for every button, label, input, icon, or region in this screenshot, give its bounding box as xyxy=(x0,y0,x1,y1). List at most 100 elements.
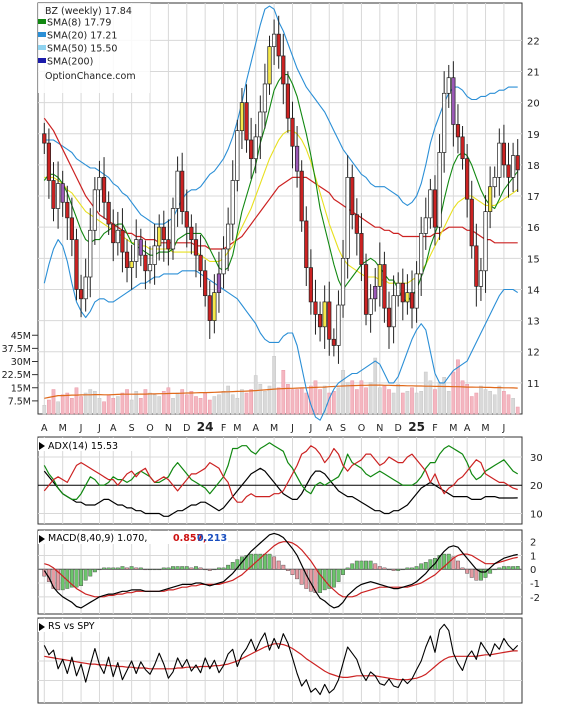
candle-body xyxy=(78,289,84,300)
macd-histogram-bar xyxy=(244,555,249,570)
candle-body xyxy=(382,264,387,309)
month-label: J xyxy=(502,423,506,434)
candle-body xyxy=(55,183,61,209)
volume-bar xyxy=(97,398,102,415)
candle-body xyxy=(336,304,341,346)
month-label: J xyxy=(290,423,294,434)
candle-body xyxy=(350,177,355,216)
legend-sma200: SMA(200) xyxy=(47,57,93,68)
macd-histogram-bar xyxy=(501,566,506,570)
macd-tick-label: 2 xyxy=(530,538,536,549)
candle-body xyxy=(175,170,180,209)
macd-histogram-bar xyxy=(359,560,364,570)
volume-bar xyxy=(129,399,134,415)
candle-body xyxy=(166,239,171,250)
macd-title: MACD(8,40,9) 1.070, xyxy=(48,533,147,544)
candle-body xyxy=(249,139,254,160)
volume-bar xyxy=(373,357,378,415)
volume-bar xyxy=(253,375,258,415)
volume-bar xyxy=(446,391,451,415)
price-axis-labels: 11 12 13 14 15 16 17 18 19 20 21 22 xyxy=(527,36,540,390)
volume-bar xyxy=(451,371,456,415)
candle-body xyxy=(478,270,484,287)
candle-body xyxy=(147,264,153,272)
macd-signal-line xyxy=(44,541,518,598)
candle-body xyxy=(69,217,74,240)
volume-bar xyxy=(391,392,396,415)
candle-body xyxy=(373,285,378,300)
candle-body xyxy=(322,301,327,328)
candle-body xyxy=(368,298,373,315)
volume-bar xyxy=(437,382,442,415)
volume-bar xyxy=(134,391,139,415)
month-label: M xyxy=(59,423,67,434)
candle-body xyxy=(134,239,139,262)
volume-bar xyxy=(419,391,424,415)
candle-body xyxy=(97,177,102,191)
price-tick-label: 17 xyxy=(527,192,540,203)
candle-body xyxy=(281,55,286,85)
candle-body xyxy=(501,142,507,166)
volume-bar xyxy=(143,389,148,415)
macd-histogram-bar xyxy=(290,569,295,575)
macd-histogram xyxy=(42,553,520,593)
volume-bar xyxy=(414,392,419,415)
candle-body xyxy=(294,145,300,172)
candle-body xyxy=(216,273,222,293)
macd-panel: -2 -1 0 1 2 MACD(8,40,9) 1.070, 0.857, 0.213 xyxy=(37,529,540,615)
macd-histogram-bar xyxy=(217,567,221,570)
month-label: D xyxy=(395,423,402,434)
volume-bar xyxy=(42,405,47,415)
volume-bar xyxy=(313,380,318,415)
volume-bar xyxy=(479,385,483,415)
candle-body xyxy=(184,211,189,228)
volume-bar xyxy=(106,394,111,415)
candle-body xyxy=(207,295,212,321)
candle-body xyxy=(272,33,277,47)
volume-bar xyxy=(465,384,470,415)
macd-histogram-bar xyxy=(391,569,396,571)
candle-body xyxy=(409,292,415,309)
volume-bar xyxy=(364,387,368,415)
candle-body xyxy=(419,233,424,275)
volume-bar xyxy=(359,380,364,415)
candle-body xyxy=(437,152,442,228)
macd-histogram-bar xyxy=(212,569,217,571)
candle-body xyxy=(363,264,369,315)
macd-histogram-bar xyxy=(129,566,134,570)
volume-bar xyxy=(474,392,479,415)
macd-histogram-bar xyxy=(152,569,157,571)
candle-body xyxy=(235,130,240,181)
macd-histogram-bar xyxy=(143,569,148,571)
candle-body xyxy=(42,133,47,144)
month-label: 25 xyxy=(408,420,425,434)
volume-bar xyxy=(244,392,249,415)
macd-histogram-bar xyxy=(51,569,56,589)
volume-tick-label: 7.5M xyxy=(8,396,31,407)
macd-histogram-bar xyxy=(506,566,511,570)
volume-bar xyxy=(515,406,520,415)
month-label: O xyxy=(146,423,153,434)
macd-histogram-bar xyxy=(134,567,139,570)
volume-bar xyxy=(70,398,74,415)
legend-title: BZ (weekly) 17.84 xyxy=(45,6,132,17)
volume-bar xyxy=(51,389,56,415)
candle-body xyxy=(488,186,493,212)
candle-body xyxy=(276,33,281,57)
candle-body xyxy=(244,102,249,141)
volume-bar xyxy=(111,398,116,415)
volume-bar xyxy=(226,385,231,415)
macd-histogram-bar xyxy=(272,556,277,570)
legend: BZ (weekly) 17.84 SMA(8) 17.79 SMA(20) 1… xyxy=(38,6,136,82)
rs-panel: RS vs SPY xyxy=(37,617,523,704)
macd-histogram-bar xyxy=(405,567,410,570)
volume-bar xyxy=(102,401,106,415)
volume-bar xyxy=(396,384,401,415)
volume-bar xyxy=(83,392,88,415)
candle-body xyxy=(299,170,304,222)
candle-body xyxy=(455,124,461,138)
macd-histogram-bar xyxy=(102,567,106,570)
candle-body xyxy=(161,226,166,240)
month-label: S xyxy=(129,423,135,434)
volume-bar xyxy=(161,391,166,415)
